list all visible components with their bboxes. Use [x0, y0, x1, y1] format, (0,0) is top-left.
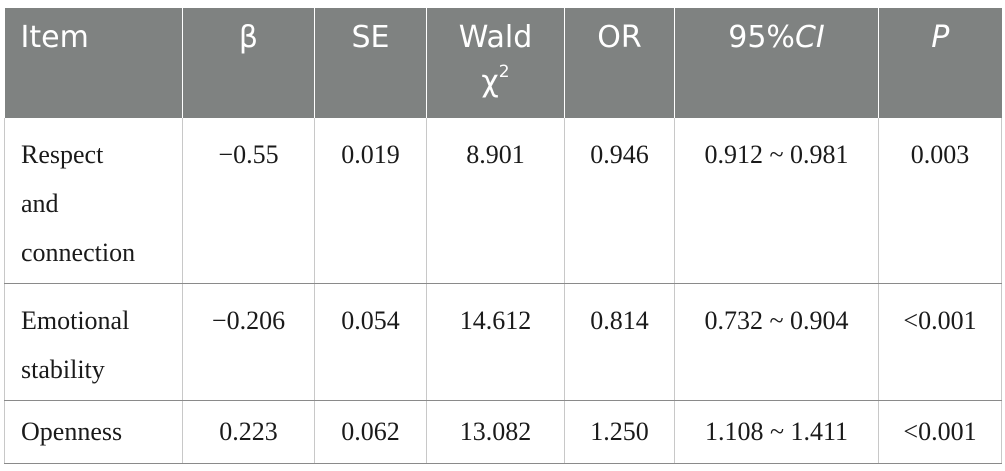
- header-beta: β: [182, 8, 315, 118]
- header-item: Item: [4, 8, 183, 118]
- item-respect-line3: connection: [21, 238, 136, 267]
- header-ci-italic: CI: [794, 20, 825, 55]
- table-body: Respect and connection −0.55 0.019 8.901 0…: [4, 118, 1002, 464]
- header-wald-chi: χ: [481, 64, 499, 99]
- cell-or: 1.250: [564, 400, 675, 464]
- header-ci: 95%CI: [674, 8, 879, 118]
- cell-beta: −0.206: [182, 283, 315, 401]
- table-row: Respect and connection −0.55 0.019 8.901 0…: [4, 118, 1002, 284]
- cell-item: Respect and connection: [4, 118, 183, 284]
- item-respect-line2: and: [21, 189, 59, 218]
- cell-beta: 0.223: [182, 400, 315, 464]
- cell-item: Openness: [4, 400, 183, 464]
- regression-table-container: Item β SE Wald χ2 OR 95%CI P Respect and c…: [4, 8, 1002, 464]
- cell-wald: 8.901: [426, 118, 565, 284]
- cell-or: 0.946: [564, 118, 675, 284]
- cell-p: 0.003: [878, 118, 1002, 284]
- cell-wald: 13.082: [426, 400, 565, 464]
- cell-or: 0.814: [564, 283, 675, 401]
- cell-beta: −0.55: [182, 118, 315, 284]
- header-se: SE: [314, 8, 427, 118]
- item-emotional-line1: Emotional: [21, 306, 130, 335]
- header-wald-chi2: Wald χ2: [426, 8, 565, 118]
- header-or: OR: [564, 8, 675, 118]
- table-header: Item β SE Wald χ2 OR 95%CI P: [4, 8, 1002, 118]
- header-p: P: [878, 8, 1002, 118]
- header-wald-superscript: 2: [498, 62, 510, 82]
- item-emotional-line2: stability: [21, 355, 105, 384]
- cell-p: <0.001: [878, 400, 1002, 464]
- header-ci-prefix: 95%: [728, 20, 795, 55]
- item-respect-line1: Respect: [21, 140, 104, 169]
- table-row: Openness 0.223 0.062 13.082 1.250 1.108 …: [4, 400, 1002, 464]
- header-row: Item β SE Wald χ2 OR 95%CI P: [4, 8, 1002, 118]
- regression-table: Item β SE Wald χ2 OR 95%CI P Respect and c…: [4, 8, 1002, 464]
- cell-item: Emotional stability: [4, 283, 183, 401]
- cell-ci: 1.108 ~ 1.411: [674, 400, 879, 464]
- cell-ci: 0.732 ~ 0.904: [674, 283, 879, 401]
- cell-se: 0.019: [314, 118, 427, 284]
- table-row: Emotional stability −0.206 0.054 14.612 0…: [4, 283, 1002, 401]
- header-wald-line1: Wald: [458, 20, 533, 55]
- cell-p: <0.001: [878, 283, 1002, 401]
- cell-se: 0.062: [314, 400, 427, 464]
- cell-ci: 0.912 ~ 0.981: [674, 118, 879, 284]
- cell-wald: 14.612: [426, 283, 565, 401]
- cell-se: 0.054: [314, 283, 427, 401]
